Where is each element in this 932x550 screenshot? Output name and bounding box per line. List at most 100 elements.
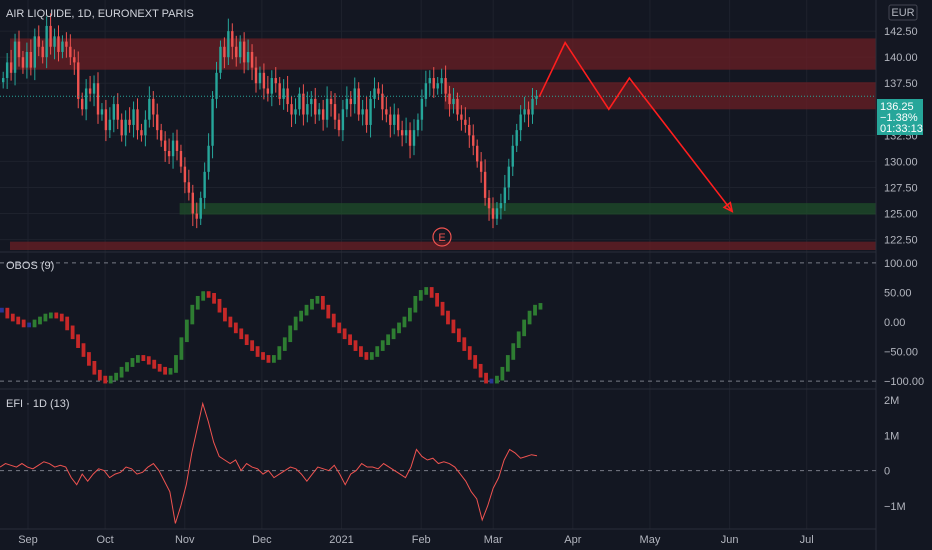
candle-body[interactable] <box>456 98 459 115</box>
candle-body[interactable] <box>160 130 163 141</box>
candle-body[interactable] <box>13 41 17 73</box>
candle-body[interactable] <box>187 182 191 193</box>
currency-button[interactable]: EUR <box>888 4 918 21</box>
candle-body[interactable] <box>96 83 100 115</box>
candle-body[interactable] <box>108 119 112 131</box>
candle-body[interactable] <box>77 62 80 99</box>
candle-body[interactable] <box>73 57 76 63</box>
candle-body[interactable] <box>428 78 431 84</box>
candle-body[interactable] <box>290 104 293 115</box>
candle-body[interactable] <box>483 171 487 198</box>
candle-body[interactable] <box>468 124 471 136</box>
candle-body[interactable] <box>49 25 52 47</box>
candle-body[interactable] <box>88 88 92 94</box>
candle-body[interactable] <box>258 72 262 84</box>
candle-body[interactable] <box>452 98 455 105</box>
efi-axis[interactable]: 2M 1M 0 −1M <box>884 395 906 513</box>
chart-title[interactable]: AIR LIQUIDE, 1D, EURONEXT PARIS <box>6 8 194 20</box>
candle-body[interactable] <box>215 72 218 99</box>
candle-body[interactable] <box>148 98 151 120</box>
efi-title[interactable]: EFI · 1D (13) <box>6 398 70 410</box>
candle-body[interactable] <box>207 145 210 172</box>
candle-body[interactable] <box>491 208 495 219</box>
candle-body[interactable] <box>306 104 309 115</box>
candle-body[interactable] <box>400 130 404 136</box>
candle-body[interactable] <box>239 41 242 58</box>
candle-body[interactable] <box>227 31 230 58</box>
efi-pane[interactable] <box>0 401 876 524</box>
candle-body[interactable] <box>211 98 214 146</box>
candle-body[interactable] <box>389 114 392 125</box>
candle-body[interactable] <box>171 140 175 157</box>
candle-body[interactable] <box>341 109 345 131</box>
candle-body[interactable] <box>302 93 305 115</box>
candle-body[interactable] <box>61 41 64 52</box>
candle-body[interactable] <box>124 119 127 136</box>
candle-body[interactable] <box>219 46 222 73</box>
candle-body[interactable] <box>416 119 420 131</box>
earnings-marker[interactable]: E <box>432 227 452 247</box>
candle-body[interactable] <box>476 145 479 162</box>
candle-body[interactable] <box>167 150 171 157</box>
candle-body[interactable] <box>282 88 285 99</box>
candle-body[interactable] <box>278 83 281 99</box>
candle-body[interactable] <box>195 213 198 219</box>
candle-body[interactable] <box>448 93 451 105</box>
candle-body[interactable] <box>464 119 467 125</box>
candle-body[interactable] <box>183 166 187 183</box>
candle-body[interactable] <box>503 187 507 204</box>
candle-body[interactable] <box>385 109 388 115</box>
candle-body[interactable] <box>112 104 115 120</box>
candle-body[interactable] <box>128 119 131 125</box>
candle-body[interactable] <box>408 130 412 146</box>
candle-body[interactable] <box>432 78 435 89</box>
candle-body[interactable] <box>286 88 289 105</box>
candle-body[interactable] <box>298 93 301 110</box>
candle-body[interactable] <box>365 109 368 125</box>
candle-body[interactable] <box>444 78 447 94</box>
candle-body[interactable] <box>254 67 258 84</box>
candle-body[interactable] <box>460 114 463 120</box>
candle-body[interactable] <box>318 109 321 115</box>
candle-body[interactable] <box>223 46 226 58</box>
candle-body[interactable] <box>369 98 372 125</box>
candle-body[interactable] <box>29 51 33 68</box>
candle-body[interactable] <box>266 88 270 94</box>
candle-body[interactable] <box>495 208 499 219</box>
candle-body[interactable] <box>69 46 72 58</box>
candle-body[interactable] <box>515 130 518 146</box>
candle-body[interactable] <box>231 31 234 47</box>
candle-body[interactable] <box>397 114 400 131</box>
candle-body[interactable] <box>361 109 364 115</box>
candle-body[interactable] <box>163 140 167 151</box>
candle-body[interactable] <box>235 46 238 58</box>
candle-body[interactable] <box>310 98 313 105</box>
candle-body[interactable] <box>436 83 439 89</box>
candle-body[interactable] <box>487 197 491 209</box>
candle-body[interactable] <box>357 88 360 115</box>
candle-body[interactable] <box>294 109 297 115</box>
candle-body[interactable] <box>21 57 25 68</box>
candle-body[interactable] <box>191 192 194 214</box>
candle-body[interactable] <box>246 51 250 63</box>
candle-body[interactable] <box>136 109 139 131</box>
candle-body[interactable] <box>424 83 428 99</box>
candle-body[interactable] <box>325 98 329 120</box>
candle-body[interactable] <box>2 78 5 83</box>
candle-body[interactable] <box>535 96 538 99</box>
candle-body[interactable] <box>519 114 522 131</box>
candle-body[interactable] <box>17 41 21 58</box>
candle-body[interactable] <box>84 88 88 110</box>
time-axis[interactable]: Sep Oct Nov Dec 2021 Feb Mar Apr May Jun Jul <box>18 534 814 546</box>
candle-body[interactable] <box>393 114 396 125</box>
candle-body[interactable] <box>203 171 206 198</box>
candle-body[interactable] <box>274 78 277 84</box>
candle-body[interactable] <box>104 109 108 131</box>
candle-body[interactable] <box>412 130 416 146</box>
candle-body[interactable] <box>242 41 246 63</box>
candle-body[interactable] <box>65 41 68 47</box>
candle-body[interactable] <box>45 25 48 58</box>
efi-line[interactable] <box>0 401 538 524</box>
candle-body[interactable] <box>262 72 266 89</box>
